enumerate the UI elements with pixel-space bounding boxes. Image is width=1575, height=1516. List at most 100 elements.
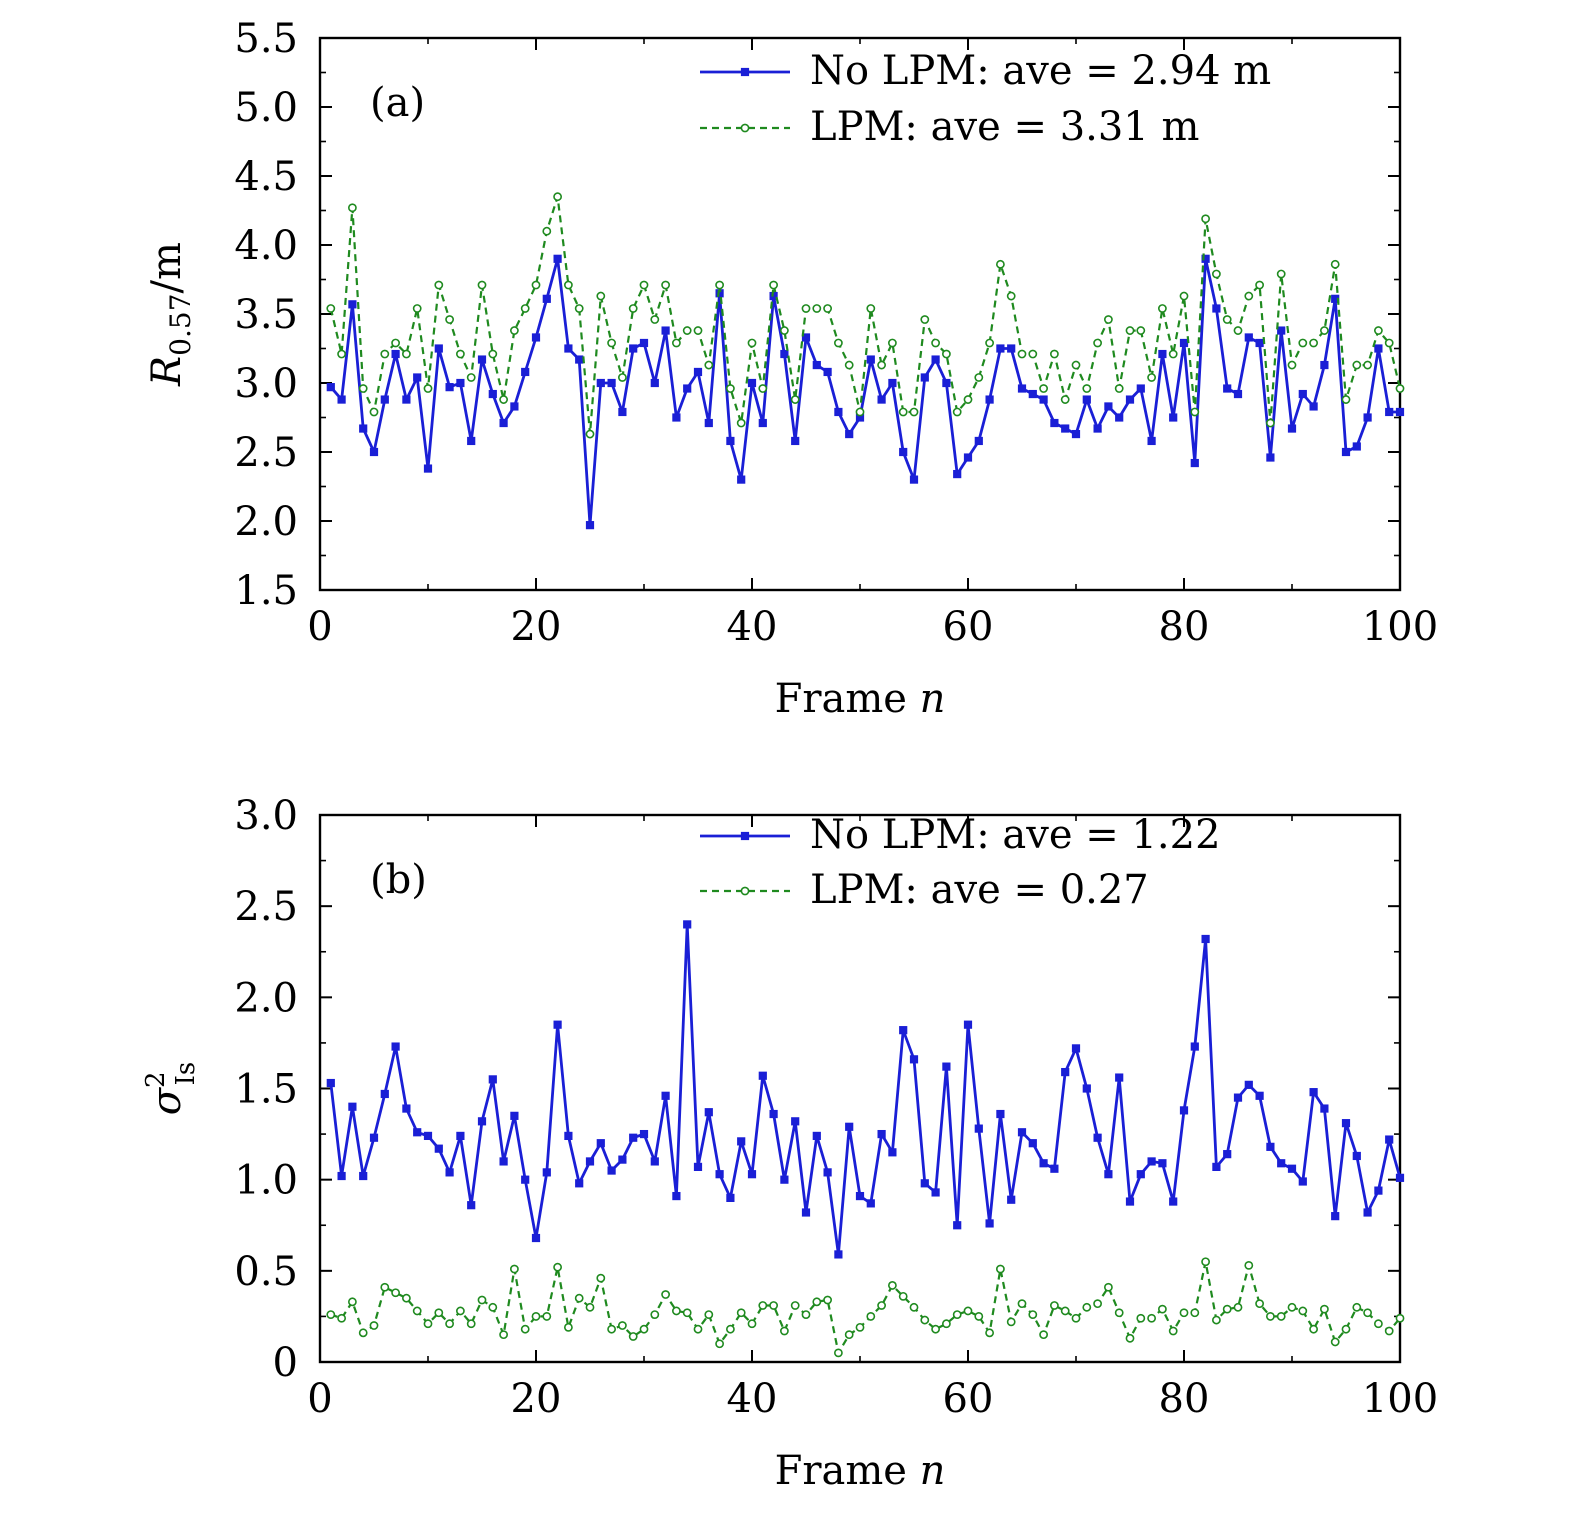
data-point: [499, 395, 508, 404]
data-point: [607, 338, 616, 348]
data-point: [704, 1108, 713, 1117]
data-point: [877, 1129, 886, 1139]
data-point: [898, 407, 908, 417]
data-point: [812, 360, 821, 370]
data-point: [477, 355, 487, 364]
x-tick-label: 100: [1362, 1376, 1438, 1422]
data-point: [326, 304, 336, 313]
data-point: [607, 1166, 616, 1175]
x-axis-label-var: n: [920, 1448, 946, 1494]
data-point: [877, 395, 886, 404]
data-point: [1244, 1260, 1254, 1270]
data-point: [423, 1319, 433, 1329]
data-point: [1017, 1128, 1027, 1137]
data-point: [996, 259, 1005, 269]
data-point: [726, 436, 735, 446]
data-point: [1082, 1302, 1092, 1312]
data-point: [1028, 1139, 1037, 1148]
data-point: [1298, 1306, 1308, 1316]
data-point: [359, 1171, 368, 1181]
data-point: [942, 378, 951, 388]
data-point: [942, 1319, 951, 1329]
data-point: [628, 304, 638, 313]
data-point: [326, 1310, 336, 1319]
data-point: [1017, 1299, 1027, 1309]
data-point: [1201, 934, 1210, 944]
x-tick-label: 100: [1362, 604, 1438, 650]
data-point: [823, 304, 832, 313]
data-point: [488, 389, 497, 399]
data-point: [1125, 326, 1135, 335]
data-point: [747, 1319, 757, 1329]
data-point: [434, 1308, 444, 1318]
data-point: [1233, 326, 1243, 335]
data-point: [909, 407, 919, 417]
data-point: [1222, 1304, 1232, 1314]
data-point: [499, 1157, 508, 1166]
data-point: [618, 407, 627, 417]
data-point: [1125, 1333, 1135, 1343]
data-point: [337, 1171, 346, 1181]
data-point: [834, 407, 843, 417]
data-point: [488, 1302, 498, 1312]
data-point: [510, 402, 519, 411]
data-point: [1330, 1337, 1340, 1347]
series-line: [329, 257, 1400, 527]
data-point: [359, 424, 368, 433]
data-point: [639, 1324, 649, 1334]
data-point: [1255, 1091, 1264, 1100]
data-point: [1006, 291, 1016, 301]
data-point: [672, 338, 681, 348]
data-point: [996, 1264, 1005, 1274]
data-point: [1309, 1324, 1318, 1334]
data-point: [952, 1310, 962, 1319]
series-line: [329, 923, 1402, 1256]
y-tick-label: 5.0: [234, 85, 298, 131]
data-point: [467, 1201, 476, 1210]
data-point: [369, 1133, 379, 1142]
data-point: [1082, 395, 1091, 404]
data-point: [1233, 1302, 1243, 1312]
x-tick-label: 80: [1159, 604, 1210, 650]
data-point: [1320, 1304, 1329, 1314]
data-point: [574, 1293, 584, 1303]
data-point: [1115, 413, 1124, 422]
data-point: [1276, 269, 1286, 279]
data-point: [1028, 349, 1038, 359]
data-point: [758, 1301, 768, 1310]
y-tick-label: 0: [273, 1340, 298, 1386]
data-point: [1104, 1282, 1113, 1292]
x-tick-label: 80: [1159, 1376, 1210, 1422]
data-point: [1298, 1177, 1307, 1186]
data-point: [1158, 1159, 1167, 1168]
data-point: [1266, 418, 1275, 428]
data-point: [1168, 1326, 1178, 1336]
data-point: [888, 378, 897, 388]
data-point: [974, 1124, 983, 1133]
data-point: [553, 1020, 562, 1029]
data-point: [1298, 338, 1308, 348]
data-point: [1374, 1186, 1383, 1195]
chart-panel-a: 0 20 40 60 80 100 1.5 2.0 2.5 3.0 3.5 4.0 4.5 5.0 5.5 F…: [144, 16, 1438, 722]
data-point: [477, 280, 487, 290]
data-point: [909, 1055, 919, 1064]
data-point: [985, 1219, 994, 1228]
data-point: [1341, 1324, 1351, 1334]
data-point: [1071, 429, 1081, 439]
data-point: [1201, 254, 1210, 263]
data-point: [1320, 1104, 1329, 1113]
data-point: [542, 1168, 551, 1177]
data-point: [1158, 349, 1167, 359]
data-point: [1190, 407, 1200, 417]
data-point: [1071, 1044, 1081, 1053]
data-point: [963, 395, 973, 404]
data-point: [337, 395, 346, 404]
data-point: [1395, 1313, 1405, 1323]
legend-label: No LPM: ave = 2.94 m: [810, 48, 1271, 94]
data-point: [477, 1117, 487, 1126]
data-point: [844, 1330, 854, 1340]
data-point: [931, 1188, 940, 1197]
data-point: [1093, 338, 1102, 348]
data-point: [974, 1312, 984, 1321]
data-point: [985, 338, 994, 348]
